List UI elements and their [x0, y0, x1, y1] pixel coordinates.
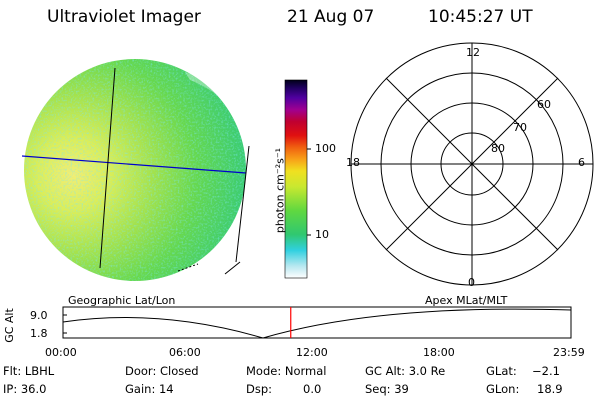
geo-limb-dash	[177, 263, 199, 272]
geo-longitude-line	[99, 67, 116, 269]
instrument-title: Ultraviolet Imager	[47, 7, 201, 27]
info-flt: Flt: LBHL	[3, 364, 55, 378]
info-glat-label: GLat:	[486, 364, 517, 378]
timeline-altitude-curve	[62, 308, 572, 339]
info-door: Door: Closed	[125, 364, 199, 378]
timeline-right-title: Apex MLat/MLT	[425, 294, 508, 307]
timeline-x-tick-0600: 06:00	[169, 346, 201, 359]
polar-label-0: 0	[468, 276, 475, 289]
timeline-x-tick-1800: 18:00	[423, 346, 455, 359]
timeline-x-tick-2359: 23:59	[553, 346, 585, 359]
polar-label-12: 12	[466, 46, 480, 59]
info-mode: Mode: Normal	[246, 364, 327, 378]
polar-label-6: 6	[578, 156, 585, 169]
info-gain: Gain: 14	[125, 382, 174, 396]
info-ip: IP: 36.0	[3, 382, 47, 396]
colorbar-unit-label: photon cm⁻²s⁻¹	[273, 147, 287, 234]
timeline-plot	[62, 306, 572, 339]
geo-latitude-line	[21, 155, 247, 174]
polar-label-18: 18	[346, 156, 360, 169]
time-label: 10:45:27 UT	[428, 7, 533, 27]
info-glon-value: 18.9	[537, 382, 563, 396]
colorbar-tick-label-100: 100	[315, 142, 336, 155]
timeline-x-tick-0000: 00:00	[45, 346, 77, 359]
geo-limb-stub	[224, 261, 241, 275]
timeline-y-tick-label-9: 9.0	[30, 309, 48, 322]
geo-limb-line	[235, 145, 250, 263]
timeline-y-axis-label: GC Alt	[2, 308, 16, 343]
info-glat-value: −2.1	[532, 364, 560, 378]
info-dsp-label: Dsp:	[246, 382, 273, 396]
info-seq: Seq: 39	[365, 382, 409, 396]
timeline-x-tick-1200: 12:00	[296, 346, 328, 359]
colorbar-tick-label-10: 10	[315, 228, 329, 241]
timeline-left-title: Geographic Lat/Lon	[68, 294, 176, 307]
polar-grid	[350, 42, 594, 286]
info-dsp-value: 0.0	[303, 382, 322, 396]
timeline-y-tick-label-1: 1.8	[30, 327, 48, 340]
info-glon-label: GLon:	[486, 382, 520, 396]
timeline-y-ticks	[63, 314, 67, 334]
polar-label-60: 60	[537, 98, 551, 111]
uv-image-glare	[185, 72, 244, 130]
date-label: 21 Aug 07	[287, 7, 375, 27]
timeline-frame	[62, 306, 572, 339]
polar-label-80: 80	[491, 142, 505, 155]
polar-diagonal-b	[385, 77, 559, 251]
colorbar	[284, 79, 308, 279]
polar-label-70: 70	[513, 121, 527, 134]
info-gcalt: GC Alt: 3.0 Re	[365, 364, 446, 378]
